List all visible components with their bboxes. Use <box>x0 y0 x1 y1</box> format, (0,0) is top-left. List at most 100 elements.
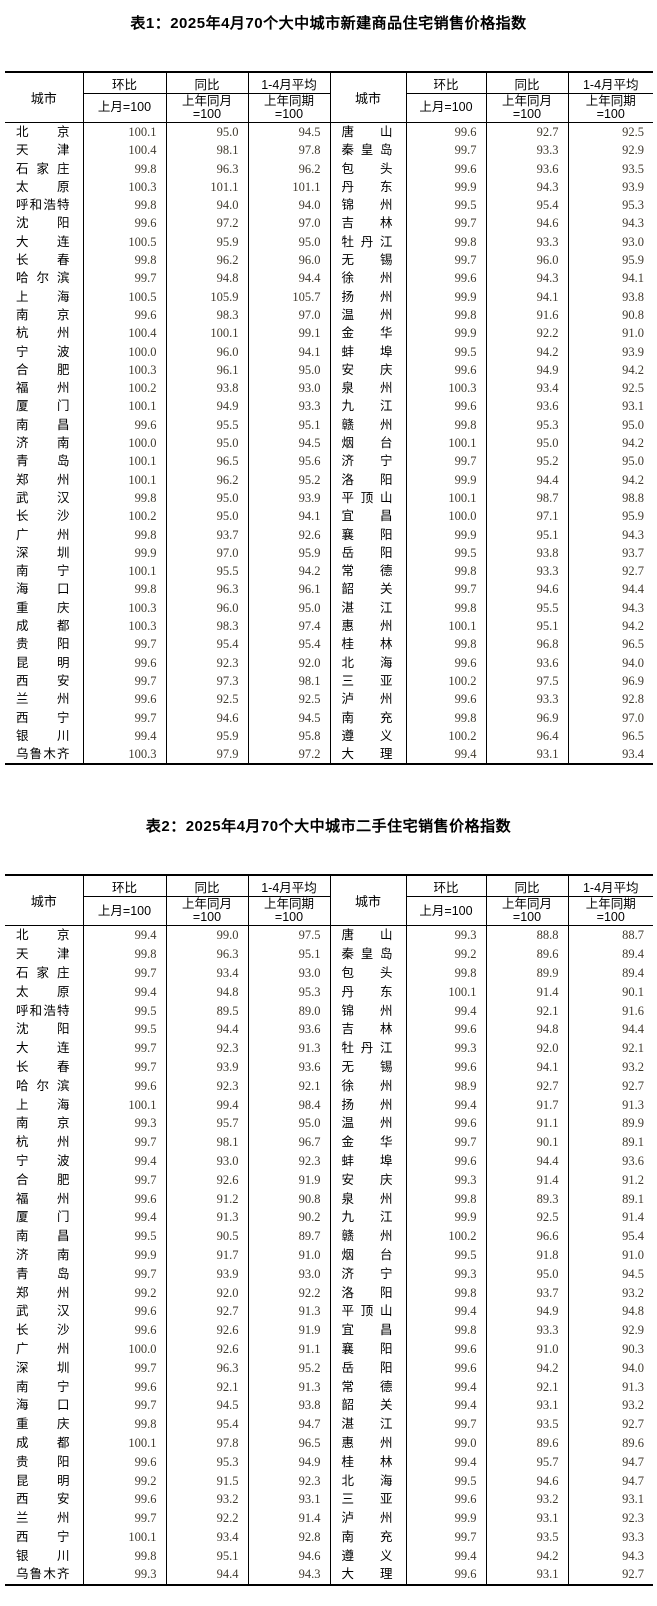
value-cell: 94.3 <box>485 177 568 197</box>
value-cell: 93.1 <box>567 1490 653 1510</box>
value-cell: 94.1 <box>567 269 653 288</box>
table-row: 哈尔滨 99.6 92.3 92.1 徐州 98.9 92.7 92.7 <box>5 1076 653 1096</box>
city-cell: 大理 <box>329 745 406 765</box>
city-cell: 金华 <box>329 1133 406 1152</box>
value-cell: 99.8 <box>82 196 166 215</box>
city-cell: 北京 <box>16 928 70 943</box>
value-cell: 97.4 <box>247 617 330 636</box>
table-row: 兰州 99.6 92.5 92.5 泸州 99.6 93.3 92.8 <box>5 690 653 709</box>
value-cell: 91.5 <box>165 1471 248 1491</box>
table-row: 哈尔滨 99.7 94.8 94.4 徐州 99.6 94.3 94.1 <box>5 269 653 288</box>
value-cell: 99.9 <box>405 1509 486 1528</box>
city-cell: 哈尔滨 <box>16 271 70 286</box>
table-row: 厦门 100.1 94.9 93.3 九江 99.6 93.6 93.1 <box>5 397 653 416</box>
value-cell: 94.1 <box>247 342 330 361</box>
value-cell: 98.8 <box>567 488 653 508</box>
value-cell: 97.2 <box>247 745 330 765</box>
value-cell: 99.6 <box>405 122 486 142</box>
city-cell: 厦门 <box>16 1210 70 1225</box>
value-cell: 99.7 <box>82 1358 166 1378</box>
city-cell: 烟台 <box>329 434 406 453</box>
city-cell: 上海 <box>16 289 70 304</box>
table2-header: 城市 环比 同比 1-4月平均 城市 环比 同比 1-4月平均 上月=100 上… <box>5 875 653 927</box>
value-cell: 95.4 <box>247 635 330 654</box>
table-row: 青岛 99.7 93.9 93.0 济宁 99.3 95.0 94.5 <box>5 1264 653 1284</box>
city-cell: 合肥 <box>16 362 70 377</box>
value-cell: 99.9 <box>405 470 486 489</box>
value-cell: 100.2 <box>405 671 486 691</box>
value-cell: 99.6 <box>405 1490 486 1510</box>
value-cell: 93.5 <box>567 159 653 178</box>
value-cell: 94.3 <box>567 214 653 233</box>
value-cell: 100.3 <box>82 617 166 636</box>
value-cell: 99.6 <box>405 1565 486 1586</box>
city-cell: 南充 <box>329 1527 406 1547</box>
value-cell: 99.5 <box>82 1227 166 1246</box>
value-cell: 92.9 <box>567 1321 653 1340</box>
value-cell: 99.5 <box>405 1471 486 1491</box>
city-cell: 北京 <box>16 125 70 139</box>
city-cell: 常德 <box>329 562 406 581</box>
city-cell: 银川 <box>16 1548 70 1563</box>
value-cell: 100.1 <box>405 982 486 1002</box>
value-cell: 99.5 <box>405 196 486 215</box>
table-row: 南昌 99.5 90.5 89.7 赣州 100.2 96.6 95.4 <box>5 1227 653 1246</box>
value-cell: 99.9 <box>405 525 486 544</box>
value-cell: 93.2 <box>485 1490 568 1510</box>
column-header-city-left: 城市 <box>5 72 83 123</box>
value-cell: 99.4 <box>82 1208 166 1228</box>
value-cell: 96.0 <box>165 598 248 618</box>
value-cell: 99.8 <box>405 635 486 654</box>
value-cell: 100.0 <box>82 342 166 361</box>
city-cell: 吉林 <box>329 1020 406 1040</box>
value-cell: 93.5 <box>485 1527 568 1547</box>
table-row: 昆明 99.6 92.3 92.0 北海 99.6 93.6 94.0 <box>5 653 653 672</box>
value-cell: 97.0 <box>165 543 248 563</box>
city-cell: 遵义 <box>329 726 406 746</box>
value-cell: 92.0 <box>247 653 330 672</box>
city-cell: 长春 <box>16 253 70 268</box>
column-header-avg-left: 1-4月平均 <box>247 72 330 94</box>
value-cell: 94.1 <box>247 507 330 526</box>
value-cell: 94.8 <box>165 982 248 1002</box>
value-cell: 93.3 <box>247 397 330 416</box>
table-row: 乌鲁木齐 99.3 94.4 94.3 大理 99.6 93.1 92.7 <box>5 1565 653 1586</box>
city-cell: 烟台 <box>329 1245 406 1265</box>
table-row: 天津 100.4 98.1 97.8 秦皇岛 99.7 93.3 92.9 <box>5 141 653 160</box>
value-cell: 99.6 <box>405 1057 486 1077</box>
value-cell: 96.3 <box>165 945 248 964</box>
table-row: 乌鲁木齐 100.3 97.9 97.2 大理 99.4 93.1 93.4 <box>5 745 653 765</box>
city-cell: 三亚 <box>329 1490 406 1510</box>
city-cell: 乌鲁木齐 <box>16 1567 70 1582</box>
city-cell: 桂林 <box>329 1452 406 1472</box>
city-cell: 安庆 <box>329 360 406 380</box>
value-cell: 98.4 <box>247 1095 330 1115</box>
value-cell: 94.6 <box>485 214 568 233</box>
city-cell: 大理 <box>329 1565 406 1586</box>
city-cell: 西安 <box>16 673 70 688</box>
value-cell: 97.8 <box>247 141 330 160</box>
value-cell: 100.1 <box>82 1433 166 1453</box>
value-cell: 95.7 <box>485 1452 568 1472</box>
city-cell: 石家庄 <box>16 965 70 980</box>
table-row: 银川 99.8 95.1 94.6 遵义 99.4 94.2 94.3 <box>5 1546 653 1566</box>
value-cell: 94.2 <box>485 342 568 361</box>
value-cell: 99.4 <box>82 982 166 1002</box>
city-cell: 济宁 <box>329 452 406 471</box>
table-row: 福州 100.2 93.8 93.0 泉州 100.3 93.4 92.5 <box>5 379 653 398</box>
city-cell: 昆明 <box>16 655 70 670</box>
value-cell: 96.3 <box>165 159 248 178</box>
value-cell: 99.3 <box>405 925 486 946</box>
subheader-mom-base-left: 上月=100 <box>82 896 166 927</box>
value-cell: 93.6 <box>485 397 568 416</box>
value-cell: 99.3 <box>405 1039 486 1058</box>
value-cell: 93.3 <box>485 562 568 581</box>
value-cell: 89.1 <box>567 1189 653 1209</box>
city-cell: 桂林 <box>329 635 406 654</box>
value-cell: 95.4 <box>165 635 248 654</box>
value-cell: 99.8 <box>405 562 486 581</box>
city-cell: 贵阳 <box>16 1454 70 1469</box>
value-cell: 92.3 <box>247 1471 330 1491</box>
table-row: 重庆 99.8 95.4 94.7 湛江 99.7 93.5 92.7 <box>5 1415 653 1434</box>
value-cell: 96.5 <box>567 635 653 654</box>
